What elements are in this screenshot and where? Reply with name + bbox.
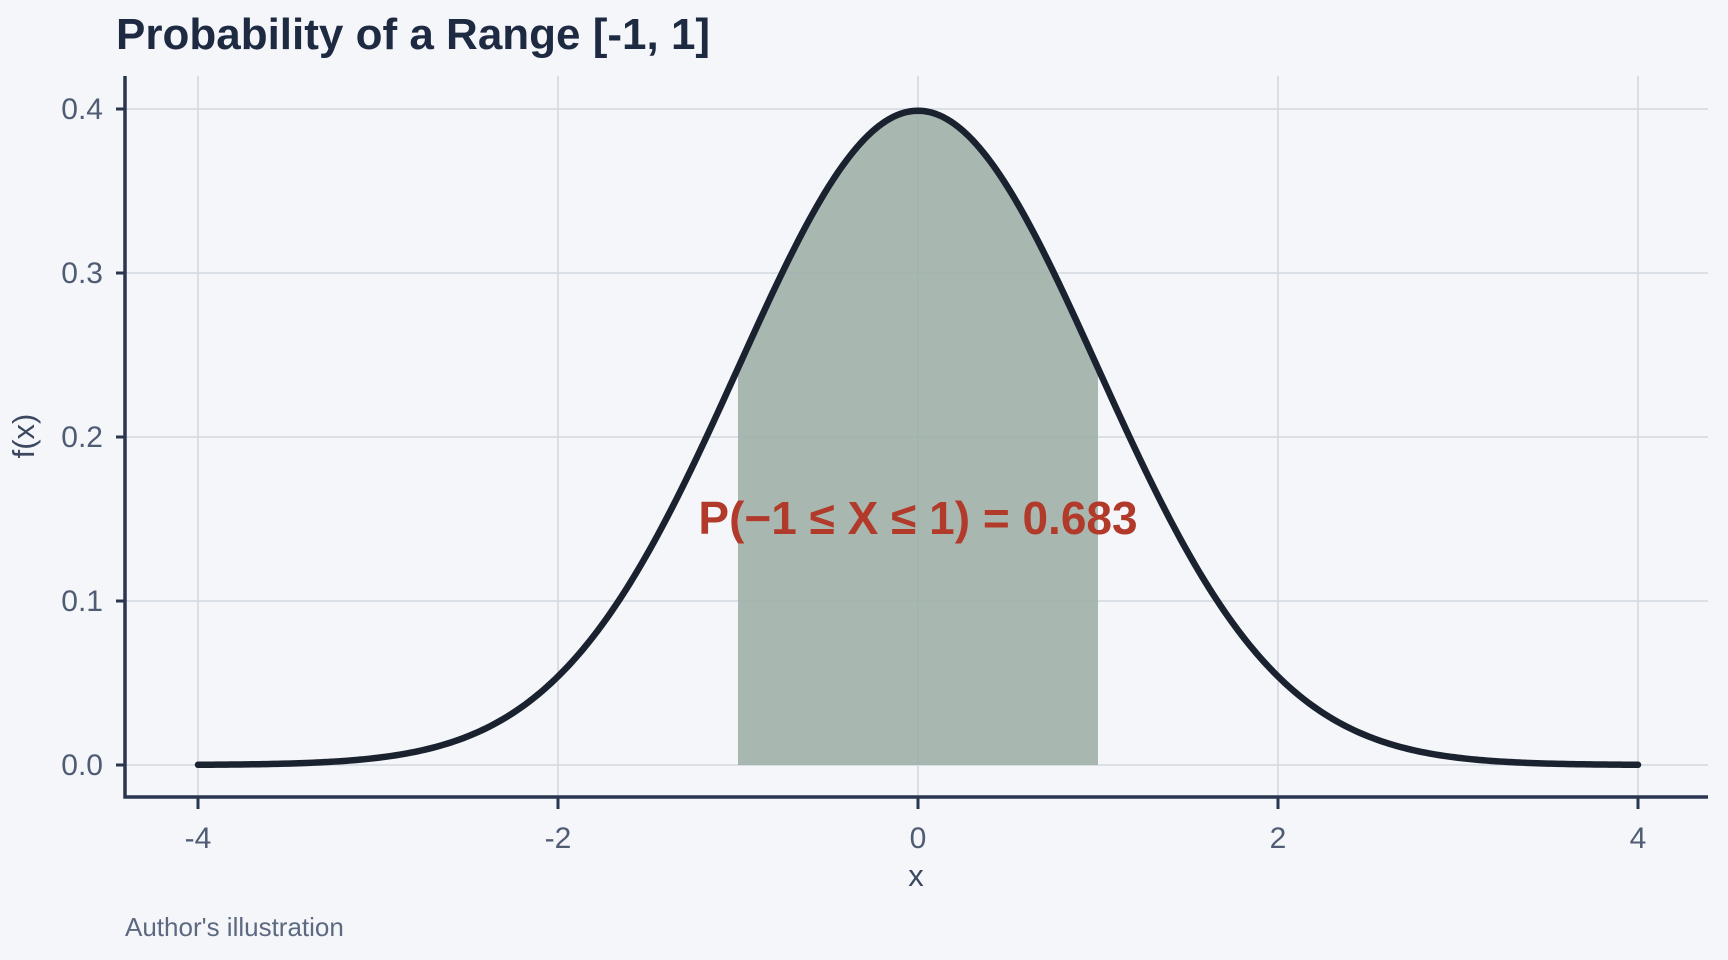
y-axis-title: f(x) <box>6 414 41 459</box>
density-curve <box>194 107 1642 769</box>
x-axis-title: x <box>908 858 924 893</box>
y-tick-label: 0.2 <box>61 421 103 454</box>
chart-caption: Author's illustration <box>125 912 344 942</box>
probability-annotation: P(−1 ≤ X ≤ 1) = 0.683 <box>698 492 1137 544</box>
y-tick-label: 0.1 <box>61 585 103 618</box>
shaded-probability-region <box>738 110 1098 765</box>
shaded-area <box>738 110 1098 765</box>
normal-density-curve <box>194 107 1642 769</box>
x-tick-label: -2 <box>545 822 572 855</box>
tick-labels: 0.0 0.1 0.2 0.3 0.4 -4 -2 0 2 4 <box>61 93 1646 855</box>
y-tick-label: 0.0 <box>61 749 103 782</box>
y-tick-label: 0.3 <box>61 257 103 290</box>
x-tick-label: 0 <box>910 822 927 855</box>
x-tick-label: 4 <box>1630 822 1647 855</box>
axes <box>116 76 1708 809</box>
y-tick-label: 0.4 <box>61 93 103 126</box>
x-tick-label: -4 <box>185 822 212 855</box>
axis-lines <box>123 76 1708 799</box>
x-tick-label: 2 <box>1270 822 1287 855</box>
chart-title: Probability of a Range [-1, 1] <box>116 10 711 59</box>
